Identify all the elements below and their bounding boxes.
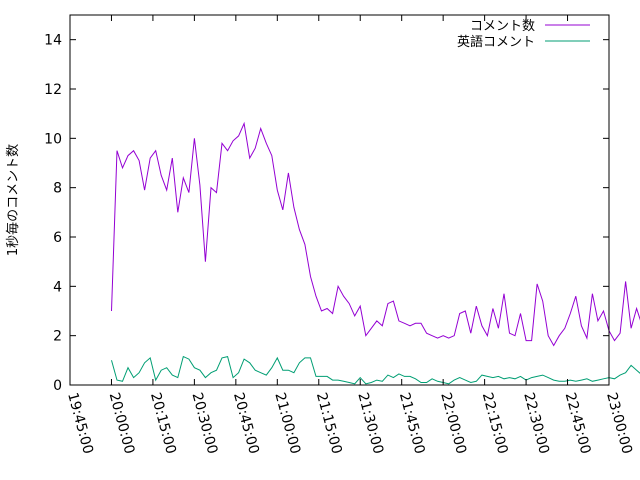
y-tick-label: 4 — [53, 279, 62, 295]
plot-frame — [69, 14, 610, 386]
axes — [69, 14, 610, 386]
y-tick-label: 12 — [44, 82, 62, 98]
series-line-0 — [111, 121, 640, 347]
y-axis-label: 1秒毎のコメント数 — [5, 144, 21, 256]
y-tick-label: 0 — [53, 378, 62, 394]
y-tick-label: 10 — [44, 131, 62, 147]
y-ticks: 0 2 4 6 8 10 12 14 — [44, 33, 609, 394]
series-line-1 — [111, 355, 640, 385]
y-tick-label: 14 — [44, 33, 62, 49]
plot-lines — [111, 121, 640, 385]
y-tick-label: 8 — [53, 181, 62, 197]
legend-label-1: 英語コメント — [457, 34, 535, 50]
y-tick-label: 6 — [53, 230, 62, 246]
legend-label-0: コメント数 — [470, 19, 535, 34]
y-tick-label: 2 — [53, 329, 62, 345]
